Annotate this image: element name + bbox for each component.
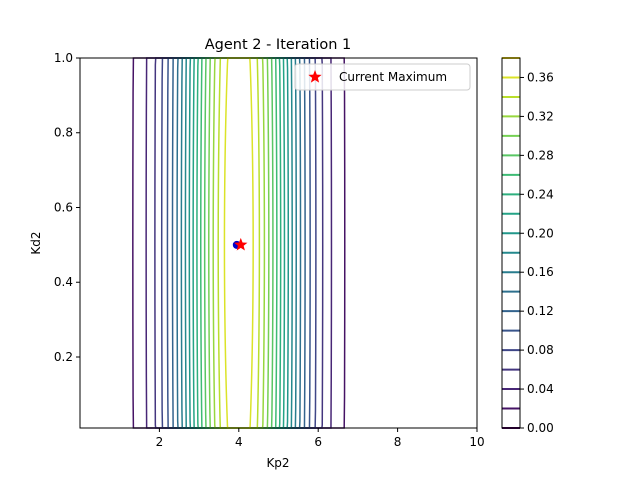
colorbar-levels: [502, 57, 520, 429]
y-tick-label: 0.6: [54, 200, 73, 214]
current-maximum-star: [234, 237, 248, 251]
colorbar-tick-label: 0.04: [527, 382, 554, 396]
colorbar-tick-label: 0.08: [527, 343, 554, 357]
markers: [232, 237, 248, 251]
plot-frame: [79, 57, 478, 429]
y-axis-label: Kd2: [29, 231, 43, 254]
chart-title: Agent 2 - Iteration 1: [205, 37, 352, 53]
x-tick-label: 6: [314, 435, 322, 449]
legend-star-icon: [308, 70, 322, 83]
x-tick-label: 4: [235, 435, 243, 449]
colorbar-tick-label: 0.24: [527, 187, 554, 201]
y-tick-label: 0.8: [54, 126, 73, 140]
colorbar-tick-label: 0.00: [527, 421, 554, 435]
x-axis-ticks: 2 4 6 8 10: [156, 428, 485, 449]
x-tick-label: 10: [469, 435, 484, 449]
x-tick-label: 2: [156, 435, 164, 449]
y-tick-label: 1.0: [54, 51, 73, 65]
colorbar-ticks: 0.00 0.04 0.08 0.12 0.16 0.20 0.24 0.28 0.32 0.36: [520, 70, 554, 435]
colorbar-tick-label: 0.16: [527, 265, 554, 279]
colorbar-tick-label: 0.12: [527, 304, 554, 318]
x-axis-label: Kp2: [266, 456, 289, 470]
legend-entry-current-maximum: Current Maximum: [339, 70, 447, 84]
colorbar-frame: [501, 57, 521, 429]
colorbar: 0.00 0.04 0.08 0.12 0.16 0.20 0.24 0.28 0.32 0.36: [501, 57, 554, 435]
colorbar-tick-label: 0.28: [527, 148, 554, 162]
x-tick-label: 8: [394, 435, 402, 449]
legend: Current Maximum: [294, 63, 471, 91]
colorbar-tick-label: 0.32: [527, 109, 554, 123]
y-tick-label: 0.4: [54, 275, 73, 289]
colorbar-tick-label: 0.20: [527, 226, 554, 240]
y-tick-label: 0.2: [54, 350, 73, 364]
y-axis-ticks: 0.2 0.4 0.6 0.8 1.0: [54, 51, 80, 364]
colorbar-tick-label: 0.36: [527, 70, 554, 84]
legend-box: [294, 63, 471, 91]
